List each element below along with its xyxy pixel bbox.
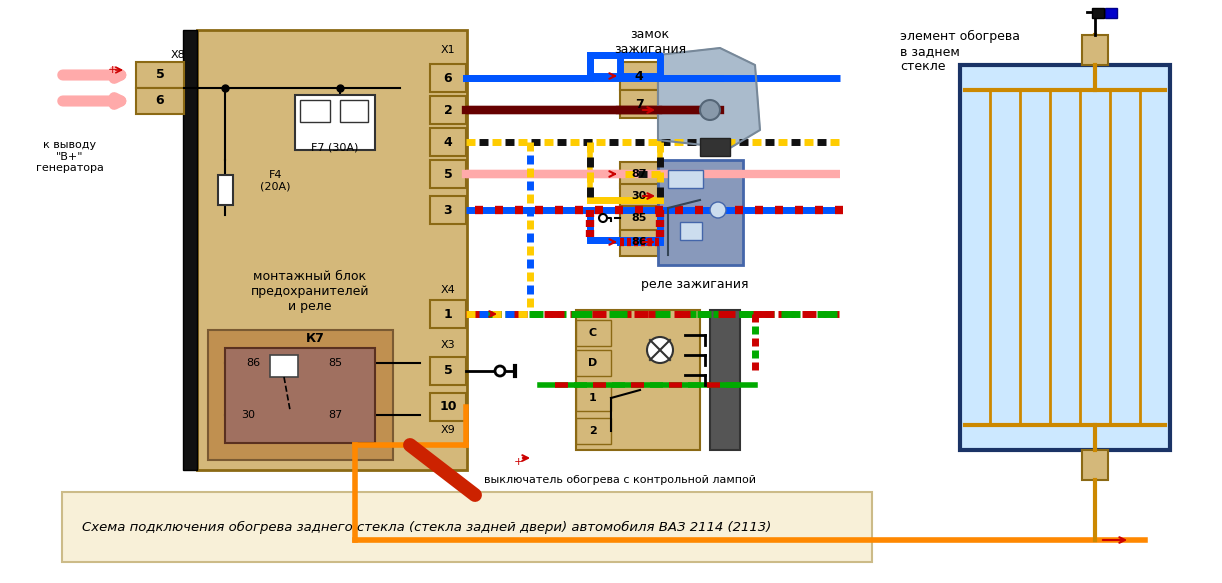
Text: К7: К7 (306, 332, 324, 345)
Text: 85: 85 (632, 213, 646, 223)
Text: +: + (108, 65, 116, 75)
Text: 5: 5 (444, 167, 452, 181)
Text: 1: 1 (444, 307, 452, 321)
Text: 85: 85 (327, 358, 342, 368)
Bar (1081, 35, 1108, 65)
Bar (679, 222, 701, 240)
Bar (270, 355, 298, 377)
Bar (430, 196, 466, 224)
Bar (136, 62, 185, 88)
Bar (620, 162, 657, 188)
Bar (208, 330, 393, 460)
Text: 2: 2 (444, 104, 452, 117)
Polygon shape (657, 48, 760, 148)
Bar (576, 320, 611, 346)
Text: X4: X4 (441, 285, 456, 295)
Bar (960, 65, 1169, 450)
Text: элемент обогрева
в заднем
стекле: элемент обогрева в заднем стекле (899, 30, 1020, 73)
Bar (576, 385, 611, 411)
Text: F7 (30А): F7 (30А) (312, 143, 359, 153)
Text: 3: 3 (444, 203, 452, 216)
Text: 86: 86 (246, 358, 260, 368)
Text: X9: X9 (441, 425, 456, 435)
Bar (1092, 8, 1103, 18)
Text: замок
зажигания: замок зажигания (613, 28, 686, 56)
Text: 30: 30 (241, 410, 255, 420)
Bar (700, 138, 730, 156)
Text: 7: 7 (634, 97, 643, 111)
Bar (668, 170, 703, 188)
Text: 10: 10 (439, 401, 457, 413)
Bar (430, 64, 466, 92)
Bar (225, 348, 375, 443)
Text: 1: 1 (589, 393, 596, 403)
Text: выключатель обогрева с контрольной лампой: выключатель обогрева с контрольной лампо… (484, 475, 756, 485)
Bar (620, 230, 657, 256)
Circle shape (495, 366, 505, 376)
Circle shape (710, 202, 726, 218)
Bar (1105, 8, 1117, 18)
Text: D: D (588, 358, 598, 368)
Text: к выводу
"В+"
генератора: к выводу "В+" генератора (37, 140, 104, 173)
Bar (197, 30, 467, 470)
Circle shape (700, 100, 720, 120)
Bar (430, 96, 466, 124)
Text: +: + (513, 457, 523, 467)
Bar (620, 206, 657, 232)
Text: 87: 87 (327, 410, 342, 420)
Bar (576, 310, 700, 450)
Text: 2: 2 (589, 426, 596, 436)
Text: X8: X8 (170, 50, 185, 60)
Bar (430, 160, 466, 188)
Bar (299, 100, 330, 122)
Bar (576, 418, 611, 444)
Text: монтажный блок
предохранителей
и реле: монтажный блок предохранителей и реле (251, 270, 369, 313)
Bar (620, 90, 657, 118)
Bar (62, 492, 873, 562)
Bar (620, 184, 657, 210)
Text: 6: 6 (444, 72, 452, 85)
Text: 87: 87 (632, 169, 646, 179)
Bar (710, 310, 741, 450)
Bar (430, 128, 466, 156)
Bar (1081, 450, 1108, 480)
Bar (620, 62, 657, 90)
Text: реле зажигания: реле зажигания (642, 278, 749, 291)
Text: 5: 5 (444, 364, 452, 378)
Text: 5: 5 (155, 68, 165, 82)
Text: 4: 4 (444, 135, 452, 149)
Circle shape (646, 337, 673, 363)
Text: X3: X3 (441, 340, 456, 350)
Text: 6: 6 (155, 94, 164, 107)
Text: C: C (589, 328, 598, 338)
Bar (340, 100, 368, 122)
Text: 30: 30 (632, 191, 646, 201)
Bar (183, 30, 197, 470)
Bar (657, 160, 743, 265)
Bar (218, 175, 233, 205)
Bar (295, 95, 375, 150)
Bar (576, 350, 611, 376)
Bar (136, 88, 185, 114)
Circle shape (599, 214, 607, 222)
Text: F4
(20А): F4 (20А) (260, 170, 291, 192)
Bar (430, 300, 466, 328)
Text: Схема подключения обогрева заднего стекла (стекла задней двери) автомобиля ВАЗ 2: Схема подключения обогрева заднего стекл… (82, 521, 771, 533)
Text: 4: 4 (634, 69, 643, 83)
Bar (430, 357, 466, 385)
Bar (430, 393, 466, 421)
Text: 86: 86 (632, 237, 646, 247)
Text: X1: X1 (441, 45, 456, 55)
